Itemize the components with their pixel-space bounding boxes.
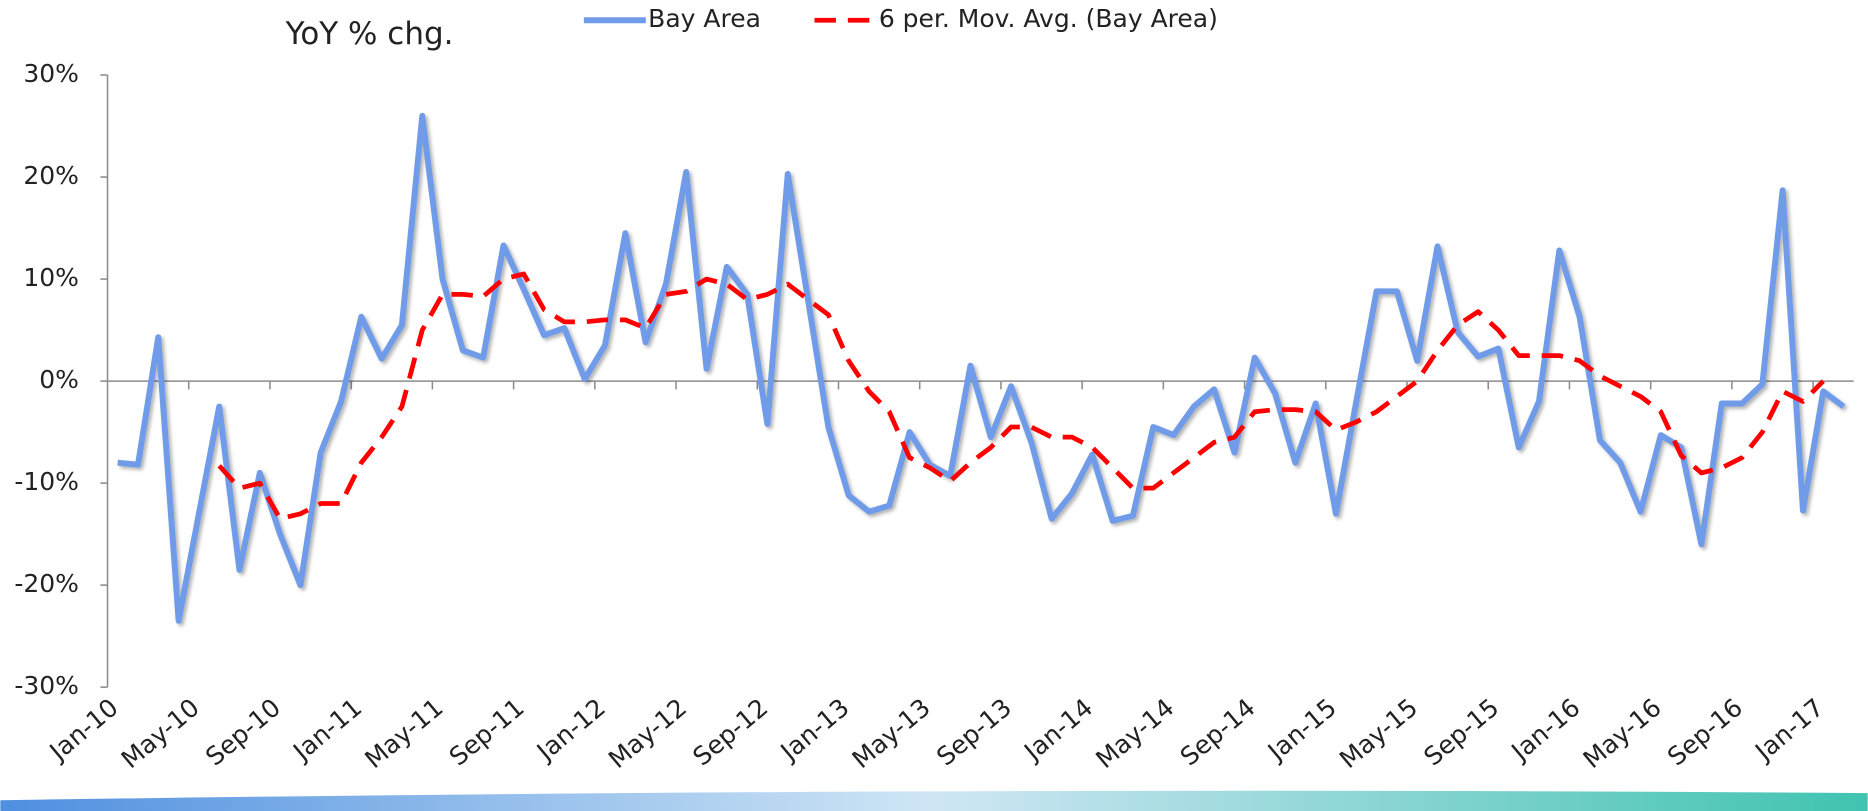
y-tick-label: 20%: [23, 161, 79, 190]
y-tick-label: -30%: [14, 671, 79, 700]
x-tick-label: Sep-13: [931, 693, 1017, 772]
x-tick-label: May-12: [603, 693, 692, 774]
x-tick-label: Jan-14: [1017, 693, 1098, 768]
x-tick-label: Jan-12: [530, 693, 611, 768]
x-tick-label: May-14: [1090, 693, 1179, 774]
x-tick-label: Sep-16: [1662, 693, 1748, 772]
y-tick-label: 30%: [23, 59, 79, 88]
x-tick-label: Sep-10: [200, 693, 286, 772]
x-tick-label: Sep-15: [1418, 693, 1504, 772]
x-tick-label: Jan-17: [1748, 693, 1829, 768]
x-tick-label: Sep-11: [444, 693, 530, 772]
chart-title: YoY % chg.: [285, 16, 454, 52]
x-tick-label: Jan-11: [286, 693, 367, 768]
x-tick-label: Jan-10: [43, 693, 124, 768]
x-tick-label: Sep-12: [687, 693, 773, 772]
x-tick-label: Sep-14: [1175, 693, 1261, 772]
x-tick-label: May-10: [116, 693, 205, 774]
series-line: [217, 271, 1825, 522]
y-tick-label: 0%: [39, 365, 79, 394]
x-tick-label: May-11: [359, 693, 448, 774]
x-tick-label: May-13: [847, 693, 936, 774]
legend-label: 6 per. Mov. Avg. (Bay Area): [879, 4, 1218, 33]
x-tick-label: May-15: [1334, 693, 1423, 774]
x-tick-label: May-16: [1578, 693, 1667, 774]
y-tick-label: -20%: [14, 569, 79, 598]
x-tick-label: Jan-15: [1261, 693, 1342, 768]
y-tick-label: 10%: [23, 263, 79, 292]
legend-label: Bay Area: [648, 4, 761, 33]
x-tick-label: Jan-13: [774, 693, 855, 768]
series-line: [117, 112, 1846, 624]
x-tick-label: Jan-16: [1505, 693, 1586, 768]
decor-band: [0, 790, 1868, 811]
y-tick-label: -10%: [14, 467, 79, 496]
